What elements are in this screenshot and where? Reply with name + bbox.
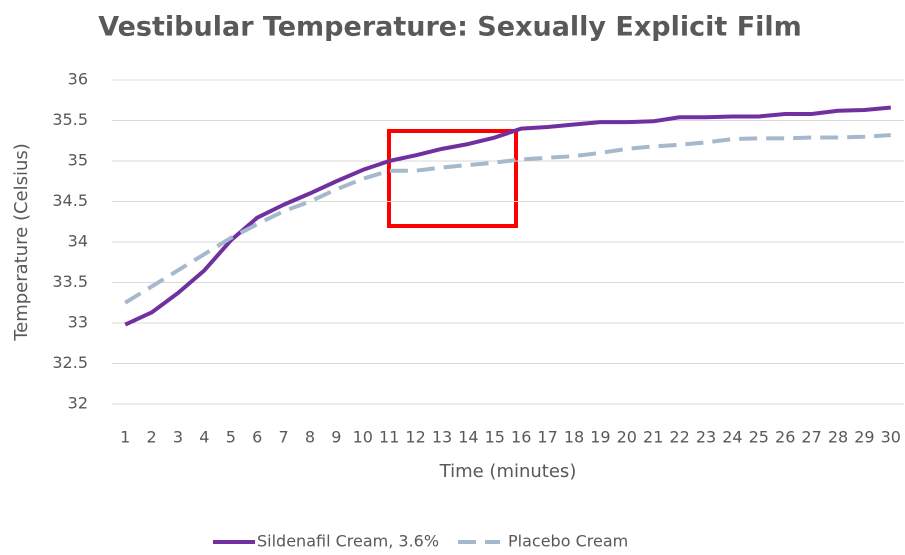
y-tick-label: 35 [68, 151, 88, 170]
x-tick-label: 26 [775, 428, 795, 447]
x-tick-label: 16 [511, 428, 531, 447]
y-tick-label: 36 [68, 70, 88, 89]
x-tick-label: 21 [643, 428, 663, 447]
x-tick-label: 22 [669, 428, 689, 447]
series-line [124, 133, 891, 305]
series-line [124, 105, 891, 327]
x-tick-label: 25 [749, 428, 769, 447]
y-tick-label: 35.5 [52, 110, 88, 129]
y-tick-label: 33 [68, 313, 88, 332]
y-tick-label: 32 [68, 394, 88, 413]
y-tick-label: 34 [68, 232, 88, 251]
x-tick-label: 18 [564, 428, 584, 447]
highlight-box [387, 129, 518, 228]
x-tick-label: 29 [854, 428, 874, 447]
y-tick-label: 34.5 [52, 191, 88, 210]
x-tick-label: 30 [881, 428, 901, 447]
x-tick-label: 23 [696, 428, 716, 447]
y-tick-label: 33.5 [52, 272, 88, 291]
x-tick-label: 5 [226, 428, 236, 447]
legend-label: Sildenafil Cream, 3.6% [257, 532, 439, 551]
x-tick-label: 12 [405, 428, 425, 447]
x-tick-label: 28 [828, 428, 848, 447]
x-tick-label: 11 [379, 428, 399, 447]
x-tick-label: 8 [305, 428, 315, 447]
x-tick-label: 27 [801, 428, 821, 447]
x-tick-label: 14 [458, 428, 478, 447]
y-axis-title: Temperature (Celsius) [11, 143, 32, 342]
legend-label: Placebo Cream [508, 532, 628, 551]
x-tick-label: 20 [617, 428, 637, 447]
x-tick-label: 1 [120, 428, 130, 447]
x-axis-title: Time (minutes) [439, 461, 577, 482]
x-tick-label: 9 [331, 428, 341, 447]
x-tick-label: 3 [173, 428, 183, 447]
y-tick-label: 32.5 [52, 353, 88, 372]
x-tick-label: 2 [147, 428, 157, 447]
chart-title: Vestibular Temperature: Sexually Explici… [98, 12, 802, 43]
x-tick-label: 4 [199, 428, 209, 447]
x-tick-label: 24 [722, 428, 742, 447]
x-tick-label: 15 [485, 428, 505, 447]
x-tick-label: 10 [353, 428, 373, 447]
x-tick-label: 6 [252, 428, 262, 447]
x-tick-label: 7 [279, 428, 289, 447]
x-tick-label: 13 [432, 428, 452, 447]
x-tick-label: 17 [537, 428, 557, 447]
x-tick-label: 19 [590, 428, 610, 447]
